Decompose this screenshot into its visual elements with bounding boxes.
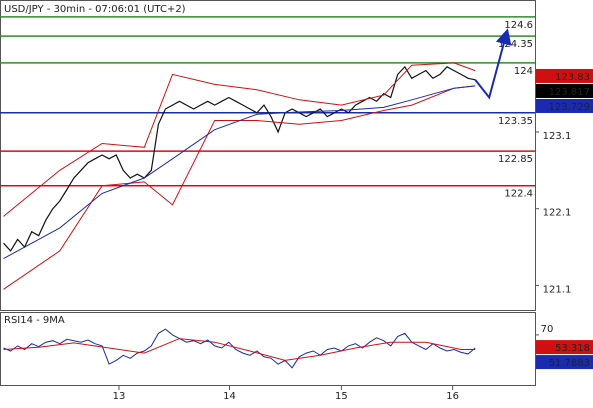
price-line bbox=[3, 65, 476, 252]
price-box bbox=[536, 68, 593, 83]
price-line bbox=[3, 85, 476, 290]
rsi-panel bbox=[0, 312, 536, 386]
price-box bbox=[536, 98, 593, 113]
y-tick-label: 122.1 bbox=[543, 208, 572, 219]
x-tick-label: 13 bbox=[113, 391, 126, 402]
forecast-arrow bbox=[474, 28, 512, 100]
chart-title: USD/JPY - 30min - 07:06:01 (UTC+2) bbox=[4, 4, 186, 15]
price-box-label: 51.7883 bbox=[549, 358, 590, 369]
price-box-label: 123.729 bbox=[549, 102, 590, 113]
price-box bbox=[536, 355, 593, 370]
level-label: 124.6 bbox=[504, 20, 533, 31]
rsi-line bbox=[3, 328, 476, 369]
price-box-label: 53.318 bbox=[555, 343, 590, 354]
level-label: 122.4 bbox=[504, 189, 533, 200]
price-box-label: 123.817 bbox=[549, 87, 590, 98]
level-label: 124 bbox=[514, 66, 533, 77]
x-tick-label: 14 bbox=[223, 391, 236, 402]
y-tick-label: 123.1 bbox=[543, 131, 572, 142]
y-tick-label: 121.1 bbox=[543, 284, 572, 295]
x-tick-label: 15 bbox=[335, 391, 348, 402]
price-box bbox=[536, 83, 593, 98]
level-label: 122.85 bbox=[498, 154, 533, 165]
price-panel bbox=[0, 0, 536, 311]
rsi-tick-label: 70 bbox=[541, 324, 554, 335]
price-line bbox=[3, 62, 476, 217]
rsi-line bbox=[3, 338, 476, 361]
x-tick-label: 16 bbox=[446, 391, 459, 402]
rsi-title: RSI14 - 9MA bbox=[4, 315, 65, 326]
level-label: 123.35 bbox=[498, 116, 533, 127]
price-box-label: 123.83 bbox=[555, 72, 590, 83]
price-box bbox=[536, 340, 593, 355]
price-line bbox=[3, 85, 476, 260]
level-label: 124.35 bbox=[498, 39, 533, 50]
